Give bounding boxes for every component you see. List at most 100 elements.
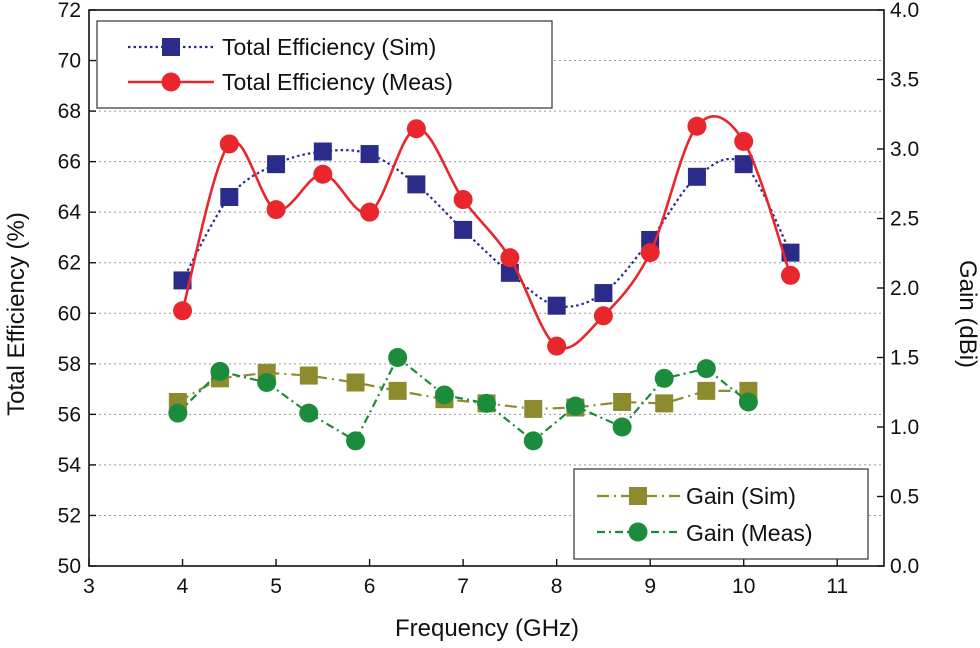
legend-top-box xyxy=(96,20,553,109)
data-point xyxy=(299,403,319,423)
data-point xyxy=(734,155,753,174)
data-point xyxy=(388,381,407,400)
y-tick-label: 72 xyxy=(58,0,81,22)
legend-top-entry-2: Total Efficiency (Meas) xyxy=(128,69,453,95)
data-point xyxy=(388,348,408,367)
legend-bottom-label-1: Gain (Sim) xyxy=(686,483,796,509)
data-point xyxy=(210,361,230,381)
data-point xyxy=(547,296,566,315)
x-axis-title: Frequency (GHz) xyxy=(395,615,579,642)
y-tick-label: 68 xyxy=(58,100,81,123)
x-tick-label: 3 xyxy=(83,575,95,598)
x-tick-label: 8 xyxy=(551,575,563,598)
y-tick-label: 54 xyxy=(58,454,82,477)
y2-tick-label: 3.0 xyxy=(890,138,919,161)
series-layer xyxy=(168,115,800,451)
data-point xyxy=(477,393,496,413)
y-tick-label: 52 xyxy=(58,504,81,527)
data-point xyxy=(654,368,674,388)
legend-top-label-1: Total Efficiency (Sim) xyxy=(222,34,436,60)
legend-top-label-2: Total Efficiency (Meas) xyxy=(222,69,453,95)
y2-tick-label: 0.5 xyxy=(890,486,919,509)
y2-tick-label: 2.5 xyxy=(890,208,919,231)
y2-tick-label: 0.0 xyxy=(890,555,919,578)
y-axis-title: Total Efficiency (%) xyxy=(3,212,30,416)
data-point xyxy=(565,396,585,416)
legend-bottom-entry-1: Gain (Sim) xyxy=(597,483,796,509)
data-point xyxy=(453,190,473,210)
data-point xyxy=(313,164,333,184)
legend-bottom-box xyxy=(573,468,869,560)
x-tick-label: 9 xyxy=(644,575,656,598)
legend-top-marker-1 xyxy=(162,38,180,56)
data-point xyxy=(655,394,674,413)
x-tick-label: 11 xyxy=(826,575,848,598)
data-point xyxy=(168,403,188,423)
data-point xyxy=(219,134,239,154)
x-tick-label: 5 xyxy=(270,575,282,598)
y-tick-label: 50 xyxy=(58,555,81,578)
x-tick-label: 6 xyxy=(364,575,376,598)
data-point xyxy=(257,373,277,393)
data-point xyxy=(500,248,520,268)
y2-tick-label: 4.0 xyxy=(890,0,919,22)
data-point xyxy=(594,284,613,303)
y2-tick-label: 2.0 xyxy=(890,277,919,300)
y-tick-label: 62 xyxy=(58,252,81,275)
data-point xyxy=(780,265,800,285)
data-point xyxy=(613,392,632,411)
x-tick-label: 10 xyxy=(732,575,755,598)
data-point xyxy=(360,202,380,222)
series-gain-meas xyxy=(168,348,758,451)
x-tick-label: 7 xyxy=(457,575,469,598)
data-point xyxy=(406,119,426,139)
grid xyxy=(89,60,884,516)
data-point xyxy=(220,188,239,207)
y-tick-label: 58 xyxy=(58,353,81,376)
data-point xyxy=(524,399,543,418)
y-tick-label: 56 xyxy=(58,403,81,426)
legend-top-entry-1: Total Efficiency (Sim) xyxy=(128,34,436,60)
data-point xyxy=(266,200,286,220)
data-point xyxy=(593,306,613,326)
data-point xyxy=(523,431,543,451)
legend-bottom-marker-2 xyxy=(628,522,648,542)
y-tick-label: 70 xyxy=(58,50,81,73)
data-point xyxy=(547,336,567,356)
data-point xyxy=(267,155,286,174)
y-tick-label: 64 xyxy=(58,201,82,224)
data-point xyxy=(346,373,365,392)
data-point xyxy=(407,175,426,194)
legend-bottom-entry-2: Gain (Meas) xyxy=(597,520,813,546)
data-point xyxy=(434,385,454,405)
data-point xyxy=(697,381,716,400)
data-point xyxy=(696,359,716,379)
legend-bottom-marker-1 xyxy=(629,487,647,505)
data-point xyxy=(299,366,318,385)
legend-top-marker-2 xyxy=(161,72,181,92)
series-total-efficiency-meas xyxy=(173,115,800,356)
data-point xyxy=(173,271,192,290)
data-point xyxy=(454,220,473,239)
data-point xyxy=(640,243,660,263)
data-point xyxy=(346,431,366,451)
y2-tick-label: 3.5 xyxy=(890,69,919,92)
y-tick-label: 66 xyxy=(58,151,81,174)
y2-tick-label: 1.0 xyxy=(890,416,919,439)
legend-bottom-label-2: Gain (Meas) xyxy=(686,520,813,546)
legend-top: Total Efficiency (Sim) Total Efficiency … xyxy=(96,20,553,109)
data-point xyxy=(313,142,332,161)
x-tick-label: 4 xyxy=(177,575,189,598)
y2-axis-title: Gain (dBi) xyxy=(954,260,980,368)
data-point xyxy=(360,145,379,164)
ticks: 5052545658606264666870720.00.51.01.52.02… xyxy=(58,0,920,598)
data-point xyxy=(173,301,193,321)
data-point xyxy=(734,131,754,151)
data-point xyxy=(612,417,632,437)
y-tick-label: 60 xyxy=(58,302,81,325)
data-point xyxy=(687,116,707,136)
data-point xyxy=(687,167,706,186)
data-point xyxy=(738,392,758,412)
legend-bottom: Gain (Sim) Gain (Meas) xyxy=(573,468,869,560)
